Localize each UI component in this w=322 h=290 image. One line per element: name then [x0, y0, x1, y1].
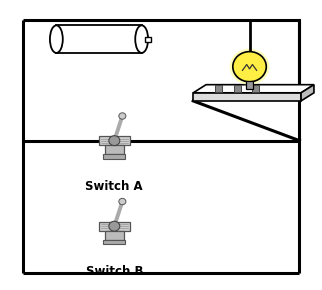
Bar	[145, 37, 151, 42]
Polygon shape	[193, 93, 301, 101]
Polygon shape	[301, 85, 314, 101]
Circle shape	[230, 49, 269, 84]
Bar	[99, 136, 129, 145]
Text: Switch B: Switch B	[86, 265, 143, 278]
Bar	[234, 85, 241, 92]
Bar	[105, 231, 124, 240]
Bar	[56, 26, 142, 53]
Bar	[105, 145, 124, 154]
Ellipse shape	[50, 26, 63, 53]
Circle shape	[233, 52, 266, 82]
Circle shape	[119, 198, 126, 205]
Bar	[215, 85, 222, 92]
Circle shape	[109, 136, 120, 146]
Bar	[99, 222, 129, 231]
Circle shape	[109, 221, 120, 231]
Bar	[103, 154, 125, 159]
Circle shape	[119, 113, 126, 119]
Polygon shape	[193, 85, 314, 93]
Bar	[252, 85, 259, 92]
Bar	[246, 81, 253, 89]
Ellipse shape	[135, 26, 148, 53]
Bar	[103, 240, 125, 244]
Text: Switch A: Switch A	[86, 180, 143, 193]
